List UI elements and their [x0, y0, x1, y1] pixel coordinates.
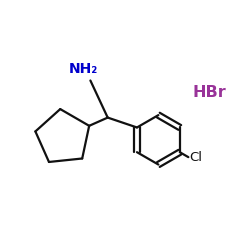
Text: HBr: HBr — [192, 85, 226, 100]
Text: NH₂: NH₂ — [68, 62, 98, 76]
Text: Cl: Cl — [190, 151, 202, 164]
